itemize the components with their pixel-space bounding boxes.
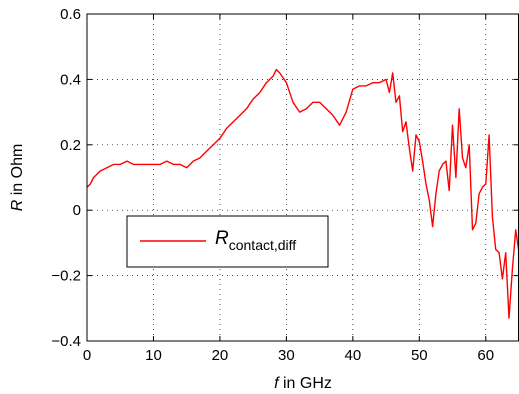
x-tick-label: 30 <box>278 347 295 364</box>
y-tick-label: −0.2 <box>51 268 81 285</box>
grid <box>87 14 519 341</box>
y-tick-label: 0.2 <box>60 137 81 154</box>
plot-frame <box>86 13 519 342</box>
x-tick-label: 10 <box>145 347 162 364</box>
x-tick-label: 60 <box>477 347 494 364</box>
x-axis-label: f in GHz <box>274 375 332 392</box>
y-tick-label: 0.6 <box>60 6 81 23</box>
x-tick-label: 20 <box>212 347 229 364</box>
legend-label: Rcontact,diff <box>215 228 296 253</box>
x-tick-label: 40 <box>345 347 362 364</box>
y-tick-label: 0.4 <box>60 71 81 88</box>
tick-labels: 0 10 20 30 40 50 60 −0.4 −0.2 0 0.2 0.4 0.6 <box>51 6 494 364</box>
series-layer <box>86 68 519 319</box>
series-line <box>86 68 519 319</box>
y-tick-label: 0 <box>73 202 81 219</box>
legend: Rcontact,diff <box>126 215 329 268</box>
y-axis-label: R in Ohm <box>9 144 26 212</box>
ticks <box>86 13 519 342</box>
x-tick-label: 0 <box>83 347 91 364</box>
y-tick-label: −0.4 <box>51 333 81 350</box>
x-tick-label: 50 <box>411 347 428 364</box>
